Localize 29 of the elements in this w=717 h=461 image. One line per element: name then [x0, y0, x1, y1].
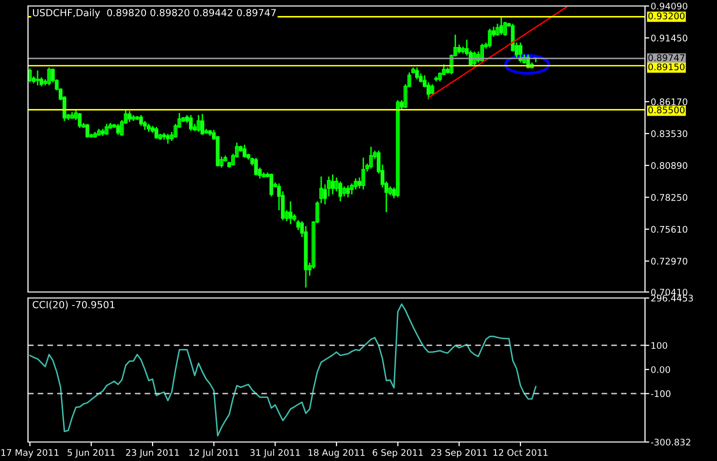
- y-tick-label: 0.86170: [651, 98, 688, 106]
- y-tick-label: 0.75610: [651, 226, 688, 233]
- y-tick-label: 0.78250: [651, 194, 688, 201]
- x-tick-label: 17 May 2011: [1, 449, 59, 458]
- chart-title: USDCHF,Daily 0.89820 0.89820 0.89442 0.89747: [33, 8, 276, 18]
- x-tick-label: 6 Sep 2011: [372, 449, 423, 458]
- y-tick-label: 0.70410: [651, 288, 688, 296]
- ref-line-label: 0.89747: [648, 54, 684, 62]
- y-tick-label: 100: [652, 342, 668, 349]
- x-tick-label: 31 Jul 2011: [250, 448, 300, 458]
- x-tick-label: 5 Jun 2011: [68, 449, 115, 458]
- chart-title: CCI(20) -70.9501: [32, 300, 114, 310]
- y-tick-label: 0.72970: [651, 258, 688, 265]
- y-tick-label: 0.91450: [651, 34, 688, 42]
- ref-line-label: 0.89150: [648, 63, 685, 70]
- x-tick-label: 23 Sep 2011: [431, 449, 487, 458]
- y-tick-label: 296.4453: [651, 294, 693, 302]
- x-tick-label: 18 Aug 2011: [308, 449, 365, 458]
- y-tick-label: -100: [650, 390, 670, 398]
- ref-line-label: 0.93200: [648, 12, 685, 20]
- y-tick-label: -300.832: [650, 438, 690, 446]
- y-tick-label: 0.83530: [651, 130, 688, 138]
- x-tick-label: 23 Jun 2011: [126, 449, 179, 458]
- ref-line-label: 0.85500: [648, 106, 685, 114]
- x-tick-label: 12 Oct 2011: [494, 449, 548, 456]
- x-tick-label: 12 Jul 2011: [189, 448, 239, 458]
- y-tick-label: 0.94090: [651, 2, 688, 10]
- y-tick-label: 0.80890: [651, 162, 688, 169]
- y-tick-label: 0.00: [651, 366, 670, 374]
